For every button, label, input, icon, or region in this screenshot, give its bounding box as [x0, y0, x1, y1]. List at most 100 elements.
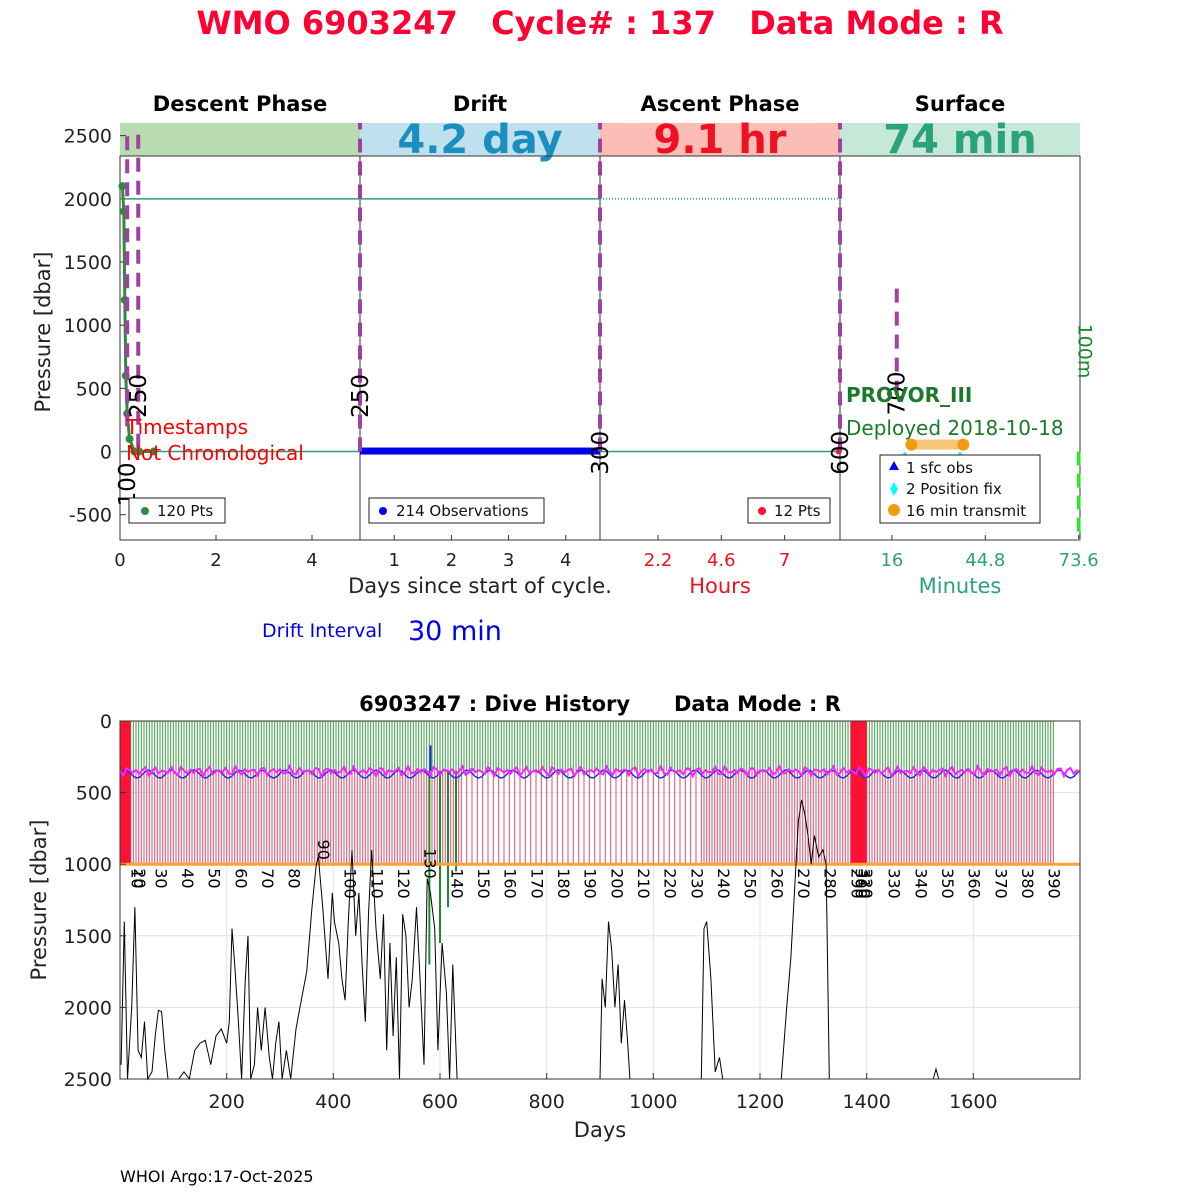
transmit-end	[957, 438, 970, 451]
cycle-label: 330	[885, 868, 904, 899]
warning-line-2: Not Chronological	[126, 441, 304, 465]
drift-observations	[360, 447, 600, 455]
history-red-block	[850, 721, 867, 865]
cycle-label: 20	[130, 868, 149, 888]
y-tick-label: 1000	[64, 315, 112, 337]
cycle-label: 380	[1018, 868, 1037, 899]
y-tick-label: -500	[69, 505, 112, 527]
phase-frame	[599, 155, 841, 541]
x-tick-label: 200	[209, 1091, 245, 1113]
history-title: 6903247 : Dive History Data Mode : R	[359, 692, 841, 716]
pressure-marker-label: 600	[828, 431, 854, 475]
x-tick-label: 2.2	[644, 550, 673, 571]
cycle-label: 90	[314, 840, 333, 860]
phase-title: Ascent Phase	[641, 92, 800, 116]
x-axis-label: Days since start of cycle.	[348, 574, 612, 598]
transmit-start	[905, 438, 918, 451]
legend-box	[368, 497, 545, 524]
descent-point	[125, 434, 134, 443]
cycle-label: 120	[394, 868, 413, 899]
cycle-label: 320	[857, 868, 876, 899]
legend-marker	[889, 461, 899, 470]
cycle-label: 340	[911, 868, 930, 899]
x-tick-label: 4	[306, 550, 317, 571]
cycle-label: 70	[258, 868, 277, 888]
descent-point	[135, 447, 144, 456]
cycle-label: 50	[205, 868, 224, 888]
cycle-label: 200	[607, 868, 626, 899]
y-tick-label: 0	[100, 711, 112, 733]
dive-history-chart: 6903247 : Dive History Data Mode : R1020…	[27, 692, 1081, 1142]
y-tick-label: 2000	[64, 997, 112, 1019]
y-tick-label: 0	[100, 442, 112, 464]
phase-title: Surface	[915, 92, 1005, 116]
phase-duration: 74 min	[883, 117, 1036, 163]
cycle-label: 290	[847, 868, 866, 899]
cycle-label: 260	[767, 868, 786, 899]
x-tick-label: 400	[315, 1091, 351, 1113]
x-tick-label: 2	[210, 550, 221, 571]
cycle-label: 210	[634, 868, 653, 899]
legend-descent: 120 Pts	[157, 502, 213, 520]
x-axis-label: Days	[574, 1118, 626, 1142]
phase-duration: 4.2 day	[397, 117, 562, 163]
x-tick-label: 1600	[949, 1091, 997, 1113]
cycle-profile-chart: Descent Phase 0 2 4 Days since start of cycl…	[31, 92, 1099, 598]
cycle-label: 180	[554, 868, 573, 899]
y-tick-label: 1500	[64, 926, 112, 948]
descent-point	[149, 447, 158, 456]
y-tick-label: 1500	[64, 252, 112, 274]
descent-point	[118, 182, 127, 191]
y-tick-label: 2000	[64, 189, 112, 211]
history-frame	[119, 720, 1081, 1080]
deploy-date: Deployed 2018-10-18	[846, 416, 1064, 440]
legend-drift: 214 Observations	[396, 502, 529, 520]
cycle-label: 220	[661, 868, 680, 899]
drift-interval-value: 30 min	[408, 616, 502, 647]
y-tick-label: 2500	[64, 1069, 112, 1091]
cycle-label: 370	[991, 868, 1010, 899]
history-green-lines	[119, 721, 1054, 772]
phase-frame	[359, 155, 601, 541]
x-tick-label: 1	[389, 550, 400, 571]
x-tick-label: 1000	[629, 1091, 677, 1113]
pressure-marker-label: 250	[348, 374, 374, 418]
legend-transmit: 16 min transmit	[906, 502, 1026, 520]
legend-marker	[888, 504, 900, 516]
x-tick-label: 4.6	[707, 550, 736, 571]
x-tick-label: 16	[880, 550, 903, 571]
cycle-label: 300	[852, 868, 871, 899]
legend-position-fix: 2 Position fix	[906, 480, 1002, 498]
legend-marker	[890, 482, 898, 496]
drift-interval-label: Drift Interval	[262, 620, 382, 642]
float-type: PROVOR_III	[846, 383, 972, 407]
cycle-label: 110	[367, 868, 386, 899]
cycle-label: 350	[938, 868, 957, 899]
y-tick-label: 1000	[64, 854, 112, 876]
y-axis-label: Pressure [dbar]	[27, 820, 51, 981]
phase-band	[120, 123, 360, 156]
y-tick-label: 500	[76, 783, 112, 805]
legend-sfc-obs: 1 sfc obs	[906, 459, 973, 477]
y-tick-label: 500	[76, 378, 112, 400]
main-title: WMO 6903247 Cycle# : 137 Data Mode : R	[196, 4, 1003, 42]
cycle-label: 10	[127, 868, 146, 888]
legend-marker	[758, 507, 766, 515]
x-tick-label: 1400	[842, 1091, 890, 1113]
cycle-label: 270	[794, 868, 813, 899]
cycle-label: 170	[527, 868, 546, 899]
x-tick-label: 3	[503, 550, 514, 571]
cycle-label: 40	[178, 868, 197, 888]
x-tick-label: 73.6	[1059, 550, 1099, 571]
cycle-label: 150	[474, 868, 493, 899]
cycle-label: 280	[821, 868, 840, 899]
credit-label: WHOI Argo:17-Oct-2025	[120, 1167, 314, 1186]
cycle-label: 130	[421, 848, 440, 879]
history-bathymetry	[120, 799, 940, 1081]
phase-band	[600, 123, 840, 156]
cycle-label: 160	[501, 868, 520, 899]
x-tick-label: 44.8	[965, 550, 1005, 571]
x-tick-label: 1200	[736, 1091, 784, 1113]
phase-frame	[119, 155, 361, 541]
